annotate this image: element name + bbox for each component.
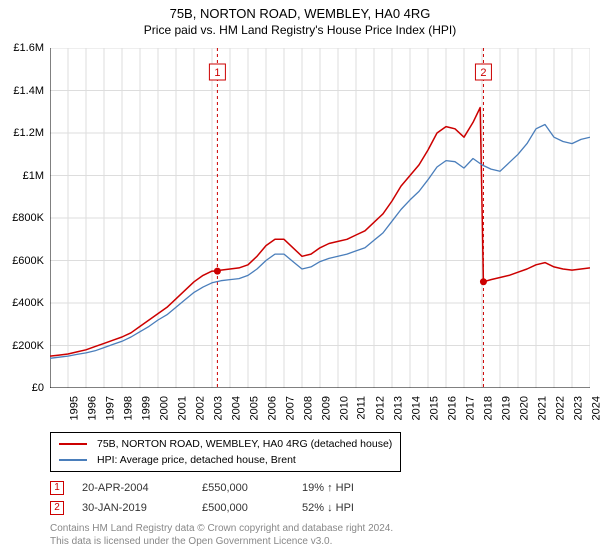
y-axis-tick-label: £1.6M xyxy=(0,42,44,54)
x-axis-tick-label: 1999 xyxy=(140,396,152,420)
legend-box: 75B, NORTON ROAD, WEMBLEY, HA0 4RG (deta… xyxy=(50,432,401,472)
y-axis-tick-label: £200K xyxy=(0,340,44,352)
sale-price: £550,000 xyxy=(202,482,302,494)
y-axis-tick-label: £0 xyxy=(0,382,44,394)
marker-icon: 2 xyxy=(50,501,64,515)
sale-row: 1 20-APR-2004 £550,000 19% ↑ HPI xyxy=(50,478,382,498)
sale-date: 20-APR-2004 xyxy=(82,482,202,494)
sale-date: 30-JAN-2019 xyxy=(82,502,202,514)
marker-icon: 1 xyxy=(50,481,64,495)
x-axis-tick-label: 2009 xyxy=(320,396,332,420)
y-axis-tick-label: £800K xyxy=(0,212,44,224)
x-axis-tick-label: 2016 xyxy=(446,396,458,420)
y-axis-tick-label: £1M xyxy=(0,170,44,182)
x-axis-tick-label: 2006 xyxy=(266,396,278,420)
legend-swatch xyxy=(59,459,87,461)
x-axis-tick-label: 2015 xyxy=(428,396,440,420)
y-axis-tick-label: £400K xyxy=(0,297,44,309)
x-axis-tick-label: 2012 xyxy=(374,396,386,420)
footer-line: This data is licensed under the Open Gov… xyxy=(50,535,393,548)
x-axis-tick-label: 2004 xyxy=(230,396,242,420)
x-axis-tick-label: 2024 xyxy=(590,396,600,420)
x-axis-tick-label: 1996 xyxy=(86,396,98,420)
x-axis-tick-label: 2020 xyxy=(518,396,530,420)
x-axis-tick-label: 2021 xyxy=(536,396,548,420)
chart-title-address: 75B, NORTON ROAD, WEMBLEY, HA0 4RG xyxy=(0,6,600,21)
legend-label: 75B, NORTON ROAD, WEMBLEY, HA0 4RG (deta… xyxy=(97,438,392,450)
footer-line: Contains HM Land Registry data © Crown c… xyxy=(50,522,393,535)
y-axis-tick-label: £600K xyxy=(0,255,44,267)
x-axis-tick-label: 2013 xyxy=(392,396,404,420)
x-axis-tick-label: 1995 xyxy=(68,396,80,420)
x-axis-tick-label: 2007 xyxy=(284,396,296,420)
x-axis-tick-label: 2000 xyxy=(158,396,170,420)
legend-label: HPI: Average price, detached house, Bren… xyxy=(97,454,296,466)
line-chart-svg: 12 xyxy=(50,48,590,388)
svg-text:1: 1 xyxy=(214,67,220,79)
sale-row: 2 30-JAN-2019 £500,000 52% ↓ HPI xyxy=(50,498,382,518)
chart-plot-area: 12 £0£200K£400K£600K£800K£1M£1.2M£1.4M£1… xyxy=(50,48,590,388)
x-axis-tick-label: 2011 xyxy=(356,396,368,420)
sale-hpi-delta: 19% ↑ HPI xyxy=(302,482,382,494)
x-axis-tick-label: 1998 xyxy=(122,396,134,420)
chart-subtitle: Price paid vs. HM Land Registry's House … xyxy=(0,23,600,37)
x-axis-tick-label: 2018 xyxy=(482,396,494,420)
x-axis-tick-label: 2014 xyxy=(410,396,422,420)
attribution-footer: Contains HM Land Registry data © Crown c… xyxy=(50,522,393,548)
x-axis-tick-label: 2017 xyxy=(464,396,476,420)
sale-price: £500,000 xyxy=(202,502,302,514)
x-axis-tick-label: 2005 xyxy=(248,396,260,420)
sale-hpi-delta: 52% ↓ HPI xyxy=(302,502,382,514)
x-axis-tick-label: 2010 xyxy=(338,396,350,420)
sale-events: 1 20-APR-2004 £550,000 19% ↑ HPI 2 30-JA… xyxy=(50,478,382,518)
legend-item: 75B, NORTON ROAD, WEMBLEY, HA0 4RG (deta… xyxy=(59,436,392,452)
x-axis-tick-label: 2022 xyxy=(554,396,566,420)
x-axis-tick-label: 2003 xyxy=(212,396,224,420)
y-axis-tick-label: £1.2M xyxy=(0,127,44,139)
x-axis-tick-label: 2023 xyxy=(572,396,584,420)
x-axis-tick-label: 2001 xyxy=(176,396,188,420)
svg-text:2: 2 xyxy=(480,67,486,79)
x-axis-tick-label: 2002 xyxy=(194,396,206,420)
legend-swatch xyxy=(59,443,87,445)
legend-item: HPI: Average price, detached house, Bren… xyxy=(59,452,392,468)
x-axis-tick-label: 1997 xyxy=(104,396,116,420)
x-axis-tick-label: 2019 xyxy=(500,396,512,420)
x-axis-tick-label: 2008 xyxy=(302,396,314,420)
y-axis-tick-label: £1.4M xyxy=(0,85,44,97)
